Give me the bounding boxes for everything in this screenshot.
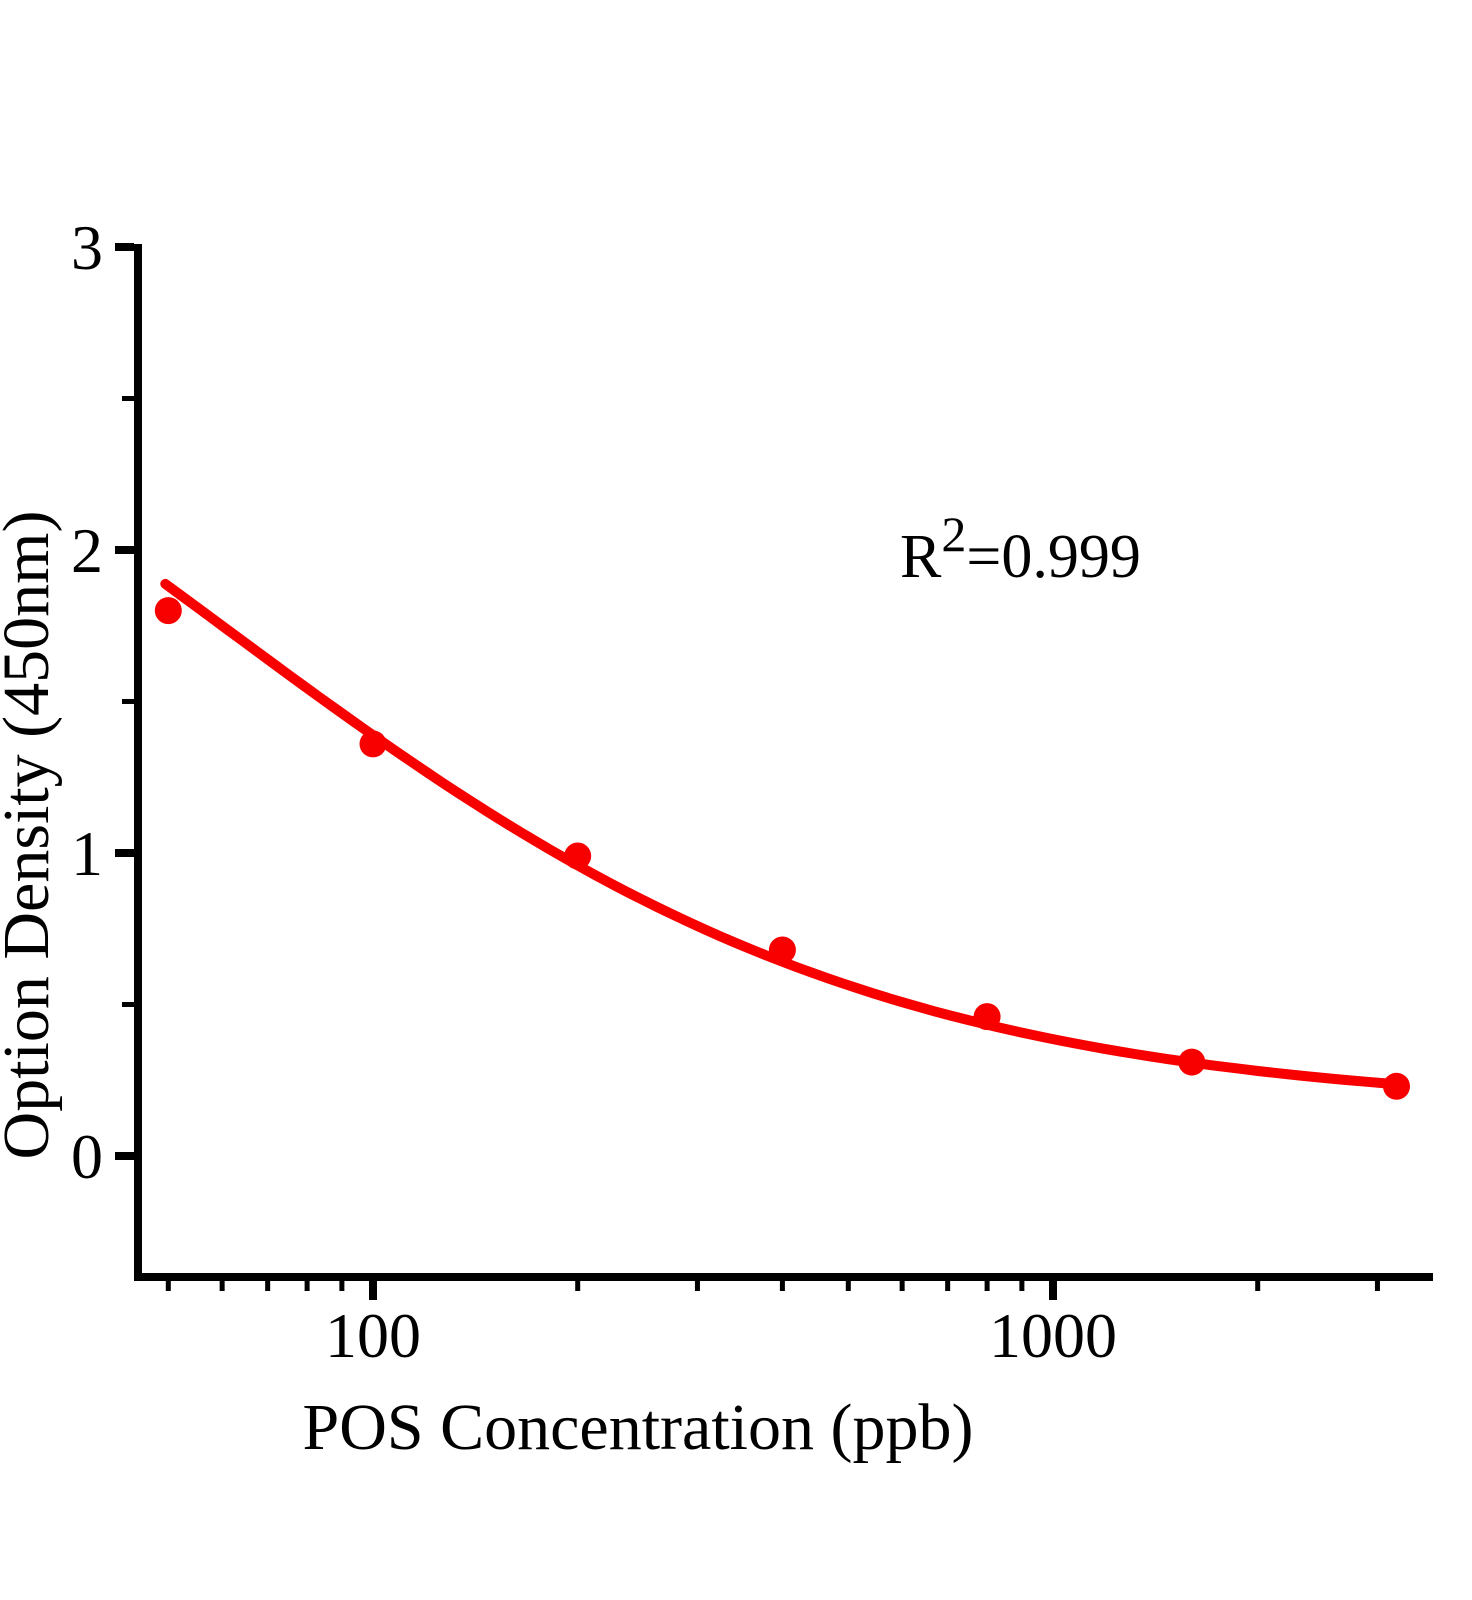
data-point [564,842,592,870]
y-tick-label: 0 [71,1121,103,1192]
x-tick-label: 100 [325,1300,421,1371]
data-point [359,730,387,758]
x-axis-title: POS Concentration (ppb) [303,1391,974,1464]
y-tick-label: 2 [71,515,103,586]
data-point [768,936,796,964]
data-point [1178,1048,1206,1076]
y-axis-title: Option Density (450nm) [0,511,63,1160]
plot-content [154,578,1411,1100]
axes [134,244,1433,1281]
axis-titles: POS Concentration (ppb) Option Density (… [0,511,973,1464]
y-tick-label: 3 [71,212,103,283]
fit-curve [160,578,1402,1090]
tick-labels: 100 1000 0 1 2 3 [71,212,1117,1371]
data-point [1383,1072,1411,1100]
x-tick-label: 1000 [989,1300,1117,1371]
y-tick-label: 1 [71,818,103,889]
tick-marks [115,243,1380,1300]
data-point [154,597,182,625]
data-point [973,1003,1001,1031]
r-squared-annotation: R2=0.999 [900,506,1141,591]
